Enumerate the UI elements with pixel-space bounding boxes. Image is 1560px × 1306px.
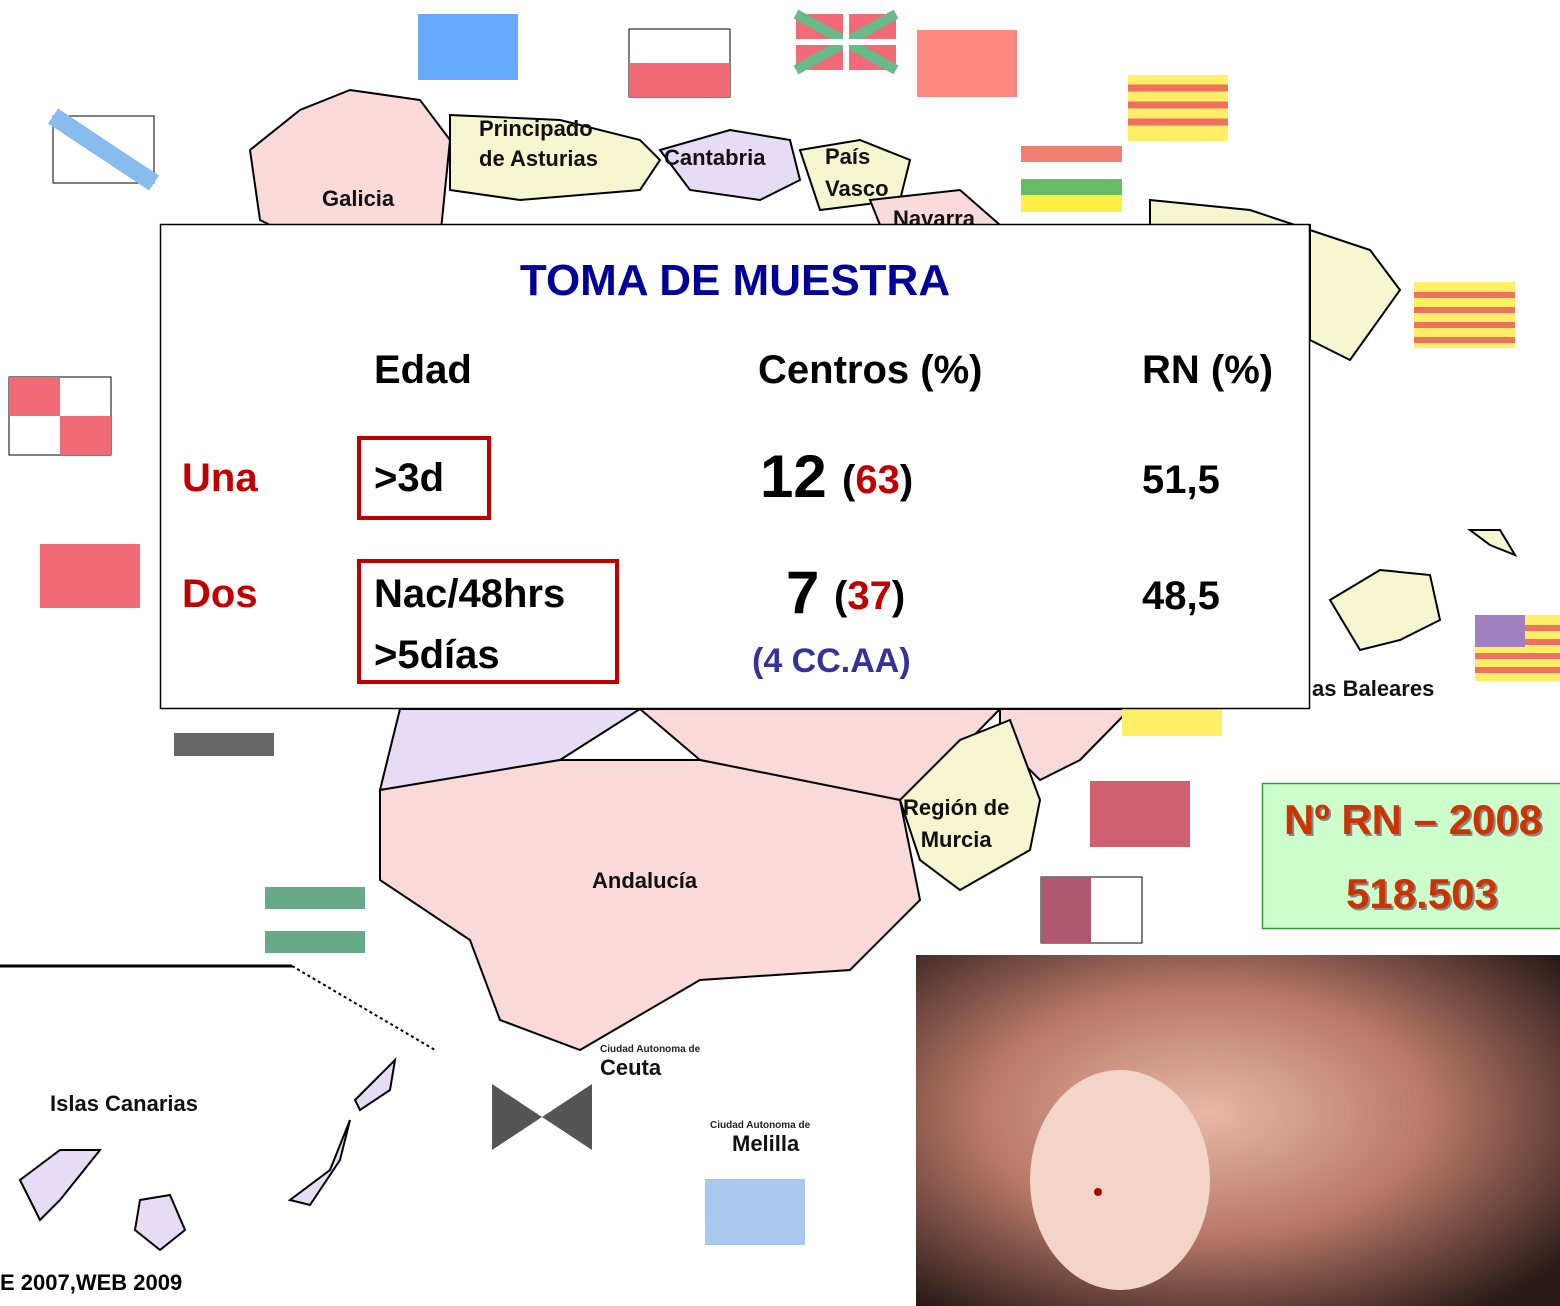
label-navarra: Navarra <box>893 206 975 224</box>
edad: Nac/48hrs <box>374 572 565 617</box>
header: Edad <box>374 348 472 393</box>
label-line: Vasco <box>825 173 889 205</box>
pct-number: 37 <box>847 574 892 618</box>
label-galicia: Galicia <box>322 186 394 212</box>
flag-melilla <box>705 1179 805 1245</box>
flag-andalucia-top <box>265 887 365 909</box>
label-line: Murcia <box>903 824 1009 856</box>
label-andalucia: Andalucía <box>592 868 697 894</box>
centros-pct: (63) <box>842 458 913 503</box>
flag-murcia <box>1090 781 1190 847</box>
rn-pct: 48,5 <box>1142 574 1220 619</box>
header: RN (%) <box>1142 348 1273 393</box>
flag-rioja-yellow <box>1021 195 1122 212</box>
centros-note: (4 CC.AA) <box>752 642 911 681</box>
label-line: Ceuta <box>600 1055 700 1081</box>
flag-cantabria-stripe <box>629 63 730 97</box>
edad: >5días <box>374 633 500 678</box>
label-line: País <box>825 141 889 173</box>
flag-extremadura-black <box>174 733 274 756</box>
label-baleares: as Baleares <box>1312 676 1434 702</box>
label-line: Región de <box>903 792 1009 824</box>
births-title: Nº RN – 2008 <box>1284 796 1542 844</box>
centros-count: 12 <box>760 442 827 511</box>
label-line: Ciudad Autonoma de <box>600 1044 700 1055</box>
island-fuerteventura <box>290 1120 350 1205</box>
label-line: Ciudad Autonoma de <box>710 1120 810 1131</box>
flag-rioja-red <box>1021 146 1122 162</box>
flag-asturias <box>418 14 518 80</box>
flag-rioja-green <box>1021 179 1122 195</box>
flag-clm-red <box>1041 877 1091 943</box>
source-note: E 2007,WEB 2009 <box>0 1270 182 1296</box>
photo-blood-drop <box>1094 1188 1102 1196</box>
flag-madrid <box>40 544 140 608</box>
island-tenerife <box>20 1150 100 1220</box>
flag-andalucia-bottom <box>265 931 365 953</box>
pct-paren: ) <box>900 458 913 502</box>
row-label: Una <box>182 456 258 501</box>
label-line: Principado <box>479 114 598 144</box>
pct-paren: ) <box>892 574 905 618</box>
pct-number: 63 <box>855 458 900 502</box>
label-line: de Asturias <box>479 144 598 174</box>
flag-cl-q4 <box>60 416 111 455</box>
region-andalucia <box>380 760 920 1050</box>
rn-pct: 51,5 <box>1142 458 1220 503</box>
header: Centros (%) <box>758 348 982 393</box>
row-label: Dos <box>182 572 258 617</box>
pct-paren: ( <box>842 458 855 502</box>
centros-pct: (37) <box>834 574 905 619</box>
pct-paren: ( <box>834 574 847 618</box>
edad: >3d <box>374 456 444 501</box>
flag-baleares-canton <box>1475 615 1525 647</box>
island-menorca <box>1470 530 1515 555</box>
slide: { "map_labels": { "asturias": ["Principa… <box>0 0 1560 1306</box>
flag-navarra <box>917 30 1017 97</box>
flag-valencia <box>1122 709 1222 736</box>
label-canarias: Islas Canarias <box>50 1091 198 1117</box>
table-title: TOMA DE MUESTRA <box>160 256 1310 306</box>
label-line: Melilla <box>732 1131 810 1157</box>
island-gran-canaria <box>135 1195 185 1250</box>
births-value: 518.503 <box>1346 870 1498 918</box>
photo-heel-prick <box>916 955 1560 1306</box>
canarias-divider-dotted <box>292 966 435 1050</box>
flag-cl-q1 <box>9 377 60 416</box>
island-mallorca <box>1330 570 1440 650</box>
island-lanzarote <box>355 1060 395 1110</box>
photo-foot <box>1030 1070 1210 1290</box>
label-cantabria: Cantabria <box>664 145 765 171</box>
centros-count: 7 <box>786 558 819 627</box>
region-galicia <box>250 90 450 240</box>
